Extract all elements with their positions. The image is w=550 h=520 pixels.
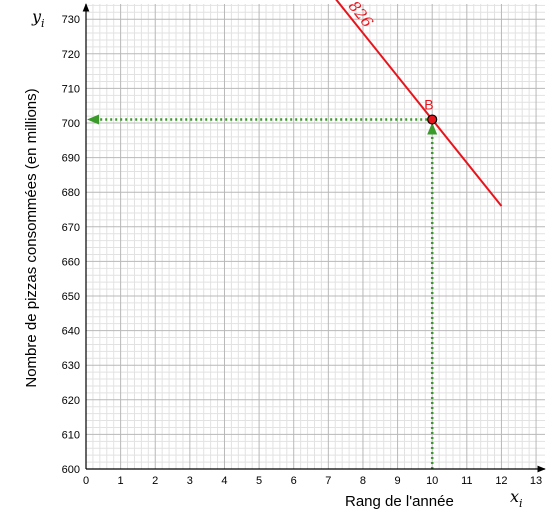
y-tick-label: 680 bbox=[62, 187, 80, 199]
x-tick-label: 0 bbox=[83, 475, 89, 487]
y-axis-variable: yi bbox=[31, 7, 45, 30]
y-tick-label: 600 bbox=[62, 464, 80, 476]
y-tick-label: 730 bbox=[62, 14, 80, 26]
y-axis-title: Nombre de pizzas consommées (en millions… bbox=[23, 88, 40, 387]
x-axis-variable: xi bbox=[510, 487, 523, 510]
x-tick-label: 10 bbox=[426, 475, 438, 487]
vertical-guide-arrow bbox=[427, 122, 438, 135]
x-tick-label: 13 bbox=[530, 475, 542, 487]
x-axis-title: Rang de l'année bbox=[345, 493, 454, 510]
x-tick-label: 9 bbox=[395, 475, 401, 487]
x-tick-label: 3 bbox=[187, 475, 193, 487]
x-tick-label: 4 bbox=[221, 475, 227, 487]
x-tick-label: 12 bbox=[495, 475, 507, 487]
y-tick-label: 720 bbox=[62, 49, 80, 61]
y-tick-label: 650 bbox=[62, 291, 80, 303]
y-tick-label: 670 bbox=[62, 222, 80, 234]
y-tick-label: 660 bbox=[62, 256, 80, 268]
guide-lines bbox=[87, 114, 438, 469]
x-tick-label: 7 bbox=[325, 475, 331, 487]
x-tick-label: 11 bbox=[461, 475, 472, 487]
x-tick-label: 8 bbox=[360, 475, 366, 487]
y-var-subscript: i bbox=[41, 17, 45, 30]
y-tick-label: 710 bbox=[62, 83, 80, 95]
y-tick-label: 610 bbox=[62, 429, 80, 441]
x-var-subscript: i bbox=[519, 497, 523, 510]
y-tick-label: 690 bbox=[62, 153, 80, 165]
x-tick-label: 5 bbox=[256, 475, 262, 487]
x-tick-label: 6 bbox=[291, 475, 297, 487]
regression-line-label: D : y = −12,5x + 826 bbox=[261, 0, 377, 31]
labeled-point-marker bbox=[427, 114, 438, 125]
major-grid bbox=[85, 4, 545, 470]
x-tick-label: 1 bbox=[118, 475, 124, 487]
y-tick-label: 700 bbox=[62, 118, 80, 130]
y-tick-label: 620 bbox=[62, 395, 80, 407]
x-tick-label: 2 bbox=[152, 475, 158, 487]
y-tick-label: 640 bbox=[62, 326, 80, 338]
y-tick-label: 630 bbox=[62, 360, 80, 372]
labeled-point-label: B bbox=[424, 97, 433, 113]
axes bbox=[82, 3, 546, 473]
y-var-letter: y bbox=[31, 7, 42, 26]
tick-labels: 0 1 2 3 4 5 6 7 8 9 10 11 12 136006106206306406506606… bbox=[62, 14, 543, 487]
minor-grid bbox=[86, 4, 545, 469]
x-var-letter: x bbox=[510, 487, 519, 506]
horizontal-guide-arrow bbox=[87, 114, 99, 125]
labeled-points: AG (2,2 ; 798,6)B bbox=[424, 97, 438, 125]
